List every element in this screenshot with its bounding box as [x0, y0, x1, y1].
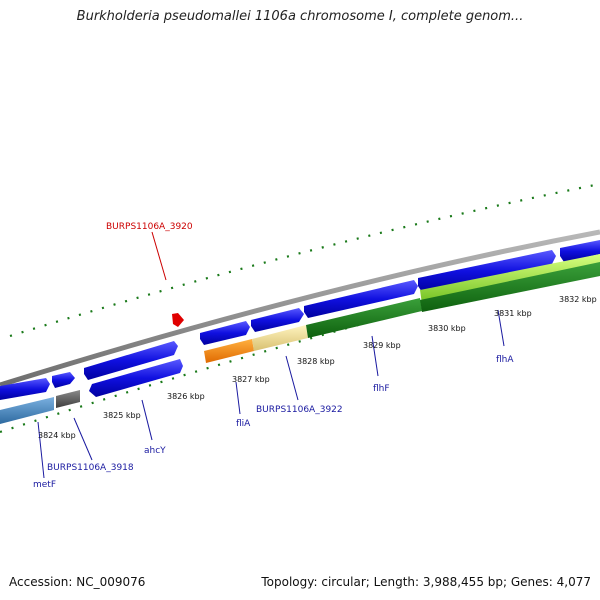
gene-label-flhF[interactable]: flhF: [373, 384, 390, 394]
gene-label-BURPS1106A-3922[interactable]: BURPS1106A_3922: [256, 405, 343, 415]
scale-label: 3832 kbp: [559, 295, 597, 304]
gene-forward-4[interactable]: [200, 321, 250, 345]
topology-text: Topology: circular; Length: 3,988,455 bp…: [261, 575, 591, 589]
scale-label: 3828 kbp: [297, 357, 335, 366]
gene-forward-1[interactable]: [0, 378, 50, 400]
gene-flhA-lower[interactable]: [420, 262, 600, 312]
gene-forward-6[interactable]: [304, 280, 418, 318]
highlight-callout-line: [151, 231, 167, 281]
highlight-gene-marker[interactable]: [172, 313, 184, 327]
forward-genes[interactable]: [0, 240, 600, 400]
gene-BURPS1106A-3922[interactable]: [252, 325, 308, 351]
gene-forward-2[interactable]: [52, 372, 75, 388]
gene-label-BURPS1106A-3920[interactable]: BURPS1106A_3920: [106, 222, 193, 232]
gene-forward-8[interactable]: [560, 240, 600, 262]
scale-label: 3826 kbp: [167, 392, 205, 401]
gene-label-flhA[interactable]: flhA: [496, 355, 514, 365]
backbone-arc: [0, 229, 600, 388]
gene-BURPS1106A-3918[interactable]: [56, 390, 80, 408]
gene-callouts: [37, 309, 505, 479]
gene-label-metF[interactable]: metF: [33, 480, 56, 490]
scale-labels: 3824 kbp 3825 kbp 3826 kbp 3827 kbp 3828…: [38, 295, 597, 440]
scale-label: 3830 kbp: [428, 324, 466, 333]
outer-tick-track: [9, 182, 600, 338]
gene-label-BURPS1106A-3918[interactable]: BURPS1106A_3918: [47, 463, 134, 473]
scale-label: 3824 kbp: [38, 431, 76, 440]
accession-text: Accession: NC_009076: [9, 575, 146, 589]
reverse-genes[interactable]: [89, 359, 183, 397]
gene-metF[interactable]: [0, 397, 54, 424]
cog-genes[interactable]: [0, 254, 600, 424]
gene-label-fliA[interactable]: fliA: [236, 419, 251, 429]
scale-label: 3831 kbp: [494, 309, 532, 318]
scale-label: 3827 kbp: [232, 375, 270, 384]
gene-reverse-ahcY[interactable]: [89, 359, 183, 397]
gene-labels: metF BURPS1106A_3918 ahcY fliA BURPS1106…: [33, 222, 514, 490]
gene-label-ahcY[interactable]: ahcY: [144, 446, 166, 456]
gene-fliA[interactable]: [204, 339, 254, 363]
scale-label: 3825 kbp: [103, 411, 141, 420]
gene-forward-3[interactable]: [84, 341, 178, 380]
scale-label: 3829 kbp: [363, 341, 401, 350]
genome-title: Burkholderia pseudomallei 1106a chromoso…: [76, 9, 524, 24]
gene-flhF[interactable]: [306, 298, 422, 338]
gene-forward-5[interactable]: [251, 308, 304, 332]
gene-forward-7[interactable]: [418, 250, 556, 292]
